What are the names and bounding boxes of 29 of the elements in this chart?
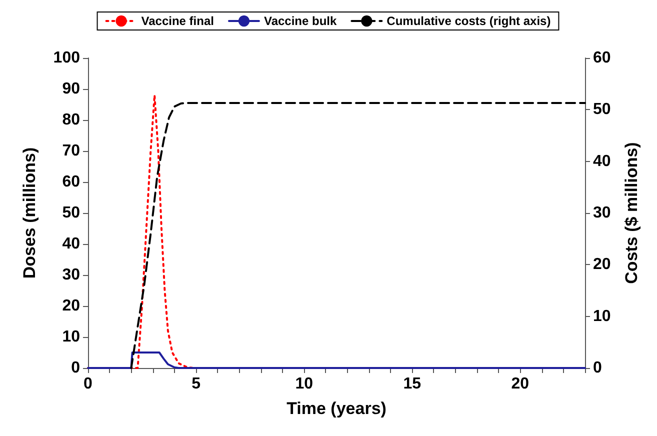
x-tick-label: 20 [511, 376, 530, 392]
legend-label: Vaccine final [141, 14, 214, 28]
y2-tick-label: 30 [593, 204, 611, 222]
y2-tick-label: 40 [593, 152, 611, 170]
y-tick-label: 10 [62, 328, 80, 346]
y-tick-label: 0 [71, 360, 80, 376]
y2-tick-label: 50 [593, 101, 611, 118]
x-tick-label: 5 [192, 376, 201, 392]
y-tick-label: 60 [62, 174, 80, 190]
legend-label: Cumulative costs (right axis) [386, 14, 551, 28]
y-tick-label: 70 [62, 142, 80, 160]
y2-tick-label: 20 [593, 256, 611, 274]
y-tick-label: 100 [53, 50, 80, 66]
x-axis-title: Time (years) [286, 399, 386, 418]
y2-tick-label: 0 [593, 360, 602, 376]
x-tick-label: 15 [403, 376, 422, 392]
y-tick-label: 50 [62, 204, 80, 222]
y2-axis-title: Costs ($ millions) [622, 142, 641, 284]
y-tick-label: 80 [62, 112, 80, 128]
x-tick-label: 10 [295, 376, 314, 392]
y-tick-label: 30 [62, 266, 80, 284]
y-tick-label: 90 [62, 80, 80, 98]
x-tick-label: 0 [84, 376, 93, 392]
legend-label: Vaccine bulk [264, 14, 338, 28]
y-tick-label: 20 [62, 298, 80, 314]
y-tick-label: 40 [62, 236, 80, 252]
y2-tick-label: 10 [593, 308, 611, 325]
y-axis-title: Doses (millions) [20, 147, 39, 279]
y2-tick-label: 60 [593, 50, 611, 66]
